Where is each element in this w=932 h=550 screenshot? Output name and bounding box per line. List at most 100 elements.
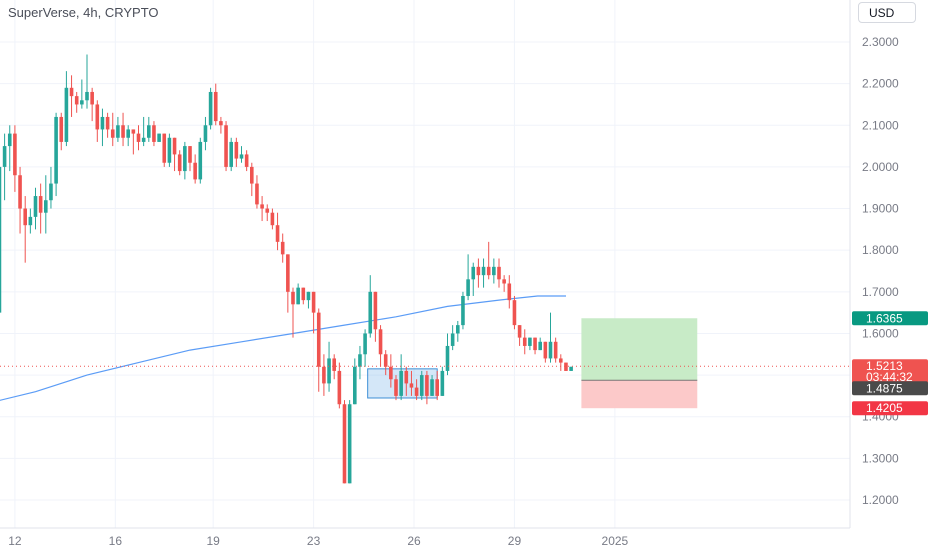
entry-price-tag-background	[852, 381, 928, 396]
candle-down	[553, 337, 558, 363]
candle-down	[512, 295, 517, 330]
candle-down	[559, 354, 563, 371]
candle-body	[193, 162, 197, 180]
candle-body	[342, 404, 347, 484]
currency-button[interactable]: USD	[858, 2, 916, 23]
candle-up	[28, 208, 33, 234]
candle-down	[486, 241, 491, 280]
candle-body	[404, 370, 409, 384]
candle-body	[419, 375, 424, 396]
candle-down	[533, 337, 537, 355]
candle-down	[383, 350, 388, 376]
candle-down	[373, 291, 378, 342]
candle-down	[394, 375, 398, 401]
candle-down	[337, 362, 342, 409]
candle-up	[229, 137, 233, 172]
candle-up	[147, 116, 151, 142]
candle-body	[110, 129, 115, 138]
candle-body	[203, 125, 208, 142]
candle-body	[59, 116, 64, 142]
candle-body	[121, 125, 125, 138]
candle-body	[353, 366, 357, 405]
candle-body	[0, 166, 2, 313]
candle-down	[74, 91, 79, 113]
candle-body	[244, 154, 249, 167]
target-price-tag-text: 1.6365	[866, 311, 903, 325]
candle-body	[167, 137, 172, 163]
candle-down	[172, 137, 177, 172]
candle-down	[389, 354, 393, 388]
candle-body	[74, 96, 79, 105]
candle-body	[512, 300, 517, 326]
candle-down	[260, 196, 264, 222]
candle-body	[152, 125, 156, 142]
candle-down	[316, 308, 321, 392]
candle-body	[13, 133, 17, 176]
candle-up	[419, 370, 424, 401]
candle-body	[28, 216, 33, 226]
candle-down	[291, 287, 295, 338]
price-tick-label: 1.9000	[862, 202, 899, 216]
candle-up	[33, 187, 38, 230]
candle-down	[404, 366, 409, 396]
time-tick-label: 2025	[602, 534, 629, 548]
candle-body	[280, 241, 285, 255]
candle-down	[322, 354, 326, 396]
time-tick-label: 23	[307, 534, 321, 548]
candle-up	[85, 54, 89, 109]
candle-down	[502, 275, 506, 292]
candle-down	[435, 370, 439, 401]
candle-down	[564, 362, 568, 371]
candle-body	[461, 295, 465, 326]
price-tick-label: 2.0000	[862, 160, 899, 174]
candle-body	[445, 345, 450, 371]
candle-body	[481, 266, 486, 276]
candle-down	[13, 125, 17, 192]
candle-down	[188, 146, 192, 172]
candle-down	[507, 275, 512, 309]
candle-down	[69, 75, 74, 117]
candle-body	[64, 87, 69, 142]
candle-up	[306, 291, 311, 309]
time-tick-label: 16	[109, 534, 123, 548]
candle-body	[69, 87, 74, 97]
stop-zone[interactable]	[581, 380, 698, 409]
candle-up	[126, 125, 130, 147]
candle-up	[7, 125, 12, 172]
candle-up	[100, 108, 105, 147]
candle-body	[492, 266, 496, 276]
candle-down	[301, 287, 306, 305]
candle-body	[224, 125, 228, 167]
candle-down	[177, 150, 182, 176]
candle-body	[383, 354, 388, 367]
long-position-tool[interactable]	[581, 318, 698, 409]
candle-down	[497, 258, 501, 288]
target-zone[interactable]	[581, 318, 698, 381]
candle-up	[116, 116, 120, 142]
candle-down	[234, 137, 239, 167]
candle-body	[177, 154, 182, 172]
candle-body	[486, 266, 491, 276]
candle-body	[116, 125, 120, 138]
chart-title: SuperVerse, 4h, CRYPTO	[8, 5, 159, 20]
candle-body	[389, 366, 393, 380]
candle-down	[332, 354, 336, 380]
candle-body	[399, 370, 403, 396]
candle-body	[363, 333, 367, 355]
candle-body	[316, 312, 321, 367]
candle-body	[553, 341, 558, 359]
time-axis[interactable]: 12 16 19 23 26 29 2025	[0, 527, 850, 548]
candle-up	[183, 141, 187, 180]
candle-down	[213, 83, 218, 126]
candle-body	[332, 358, 336, 371]
candle-body	[183, 146, 187, 172]
candle-body	[522, 337, 527, 346]
candle-down	[311, 291, 316, 334]
candle-up	[208, 87, 213, 130]
price-axis[interactable]: 2.3000 2.2000 2.1000 2.0000 1.9000 1.8000 1.70…	[849, 0, 899, 528]
candle-body	[157, 133, 161, 142]
candle-up	[49, 166, 53, 209]
candle-body	[456, 325, 460, 334]
